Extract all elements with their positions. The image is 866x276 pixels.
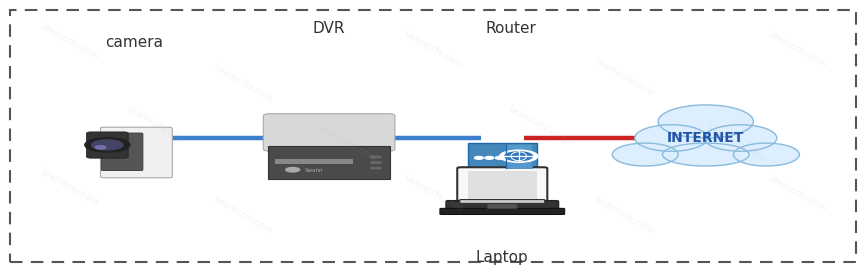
- Text: Learncctv.com: Learncctv.com: [706, 123, 766, 164]
- FancyBboxPatch shape: [275, 159, 353, 164]
- Text: Learncctv.com: Learncctv.com: [212, 62, 273, 103]
- FancyBboxPatch shape: [370, 161, 382, 164]
- FancyBboxPatch shape: [440, 208, 565, 214]
- Text: Learncctv.com: Learncctv.com: [403, 173, 463, 214]
- FancyBboxPatch shape: [263, 114, 395, 151]
- Ellipse shape: [658, 105, 753, 138]
- FancyBboxPatch shape: [268, 146, 390, 179]
- Text: Learncctv.com: Learncctv.com: [39, 167, 100, 208]
- FancyBboxPatch shape: [446, 201, 559, 211]
- Circle shape: [506, 156, 514, 159]
- FancyBboxPatch shape: [100, 127, 172, 178]
- Circle shape: [485, 156, 494, 159]
- Ellipse shape: [704, 125, 777, 151]
- Text: Learncctv.com: Learncctv.com: [593, 57, 654, 98]
- Text: Learncctv.com: Learncctv.com: [126, 104, 186, 145]
- FancyBboxPatch shape: [506, 144, 532, 168]
- Text: Learncctv.com: Learncctv.com: [39, 21, 100, 62]
- FancyBboxPatch shape: [457, 167, 547, 203]
- Circle shape: [500, 150, 538, 162]
- Circle shape: [286, 168, 300, 172]
- Circle shape: [475, 156, 483, 159]
- Ellipse shape: [734, 143, 799, 166]
- Text: Learncctv.com: Learncctv.com: [766, 29, 827, 70]
- Text: Router: Router: [486, 21, 536, 36]
- Ellipse shape: [662, 143, 749, 166]
- FancyBboxPatch shape: [460, 200, 545, 203]
- Text: Swann: Swann: [305, 168, 323, 173]
- Text: Learncctv.com: Learncctv.com: [212, 195, 273, 236]
- FancyBboxPatch shape: [87, 132, 128, 158]
- Circle shape: [95, 146, 106, 149]
- Text: Learncctv.com: Learncctv.com: [507, 104, 567, 145]
- Circle shape: [495, 156, 504, 159]
- Text: Learncctv.com: Learncctv.com: [316, 123, 377, 164]
- FancyBboxPatch shape: [468, 171, 537, 199]
- Circle shape: [92, 140, 123, 150]
- Text: Laptop: Laptop: [476, 250, 528, 265]
- Text: INTERNET: INTERNET: [667, 131, 745, 145]
- FancyBboxPatch shape: [370, 155, 382, 159]
- Circle shape: [85, 138, 130, 152]
- Text: Learncctv.com: Learncctv.com: [403, 29, 463, 70]
- FancyBboxPatch shape: [488, 204, 517, 209]
- FancyBboxPatch shape: [370, 166, 382, 170]
- Circle shape: [505, 152, 533, 161]
- Text: Learncctv.com: Learncctv.com: [593, 195, 654, 236]
- Text: Learncctv.com: Learncctv.com: [766, 173, 827, 214]
- FancyBboxPatch shape: [101, 133, 143, 171]
- Text: camera: camera: [106, 35, 163, 50]
- Text: DVR: DVR: [313, 21, 346, 36]
- Ellipse shape: [635, 125, 708, 151]
- Ellipse shape: [612, 143, 678, 166]
- FancyBboxPatch shape: [468, 143, 537, 170]
